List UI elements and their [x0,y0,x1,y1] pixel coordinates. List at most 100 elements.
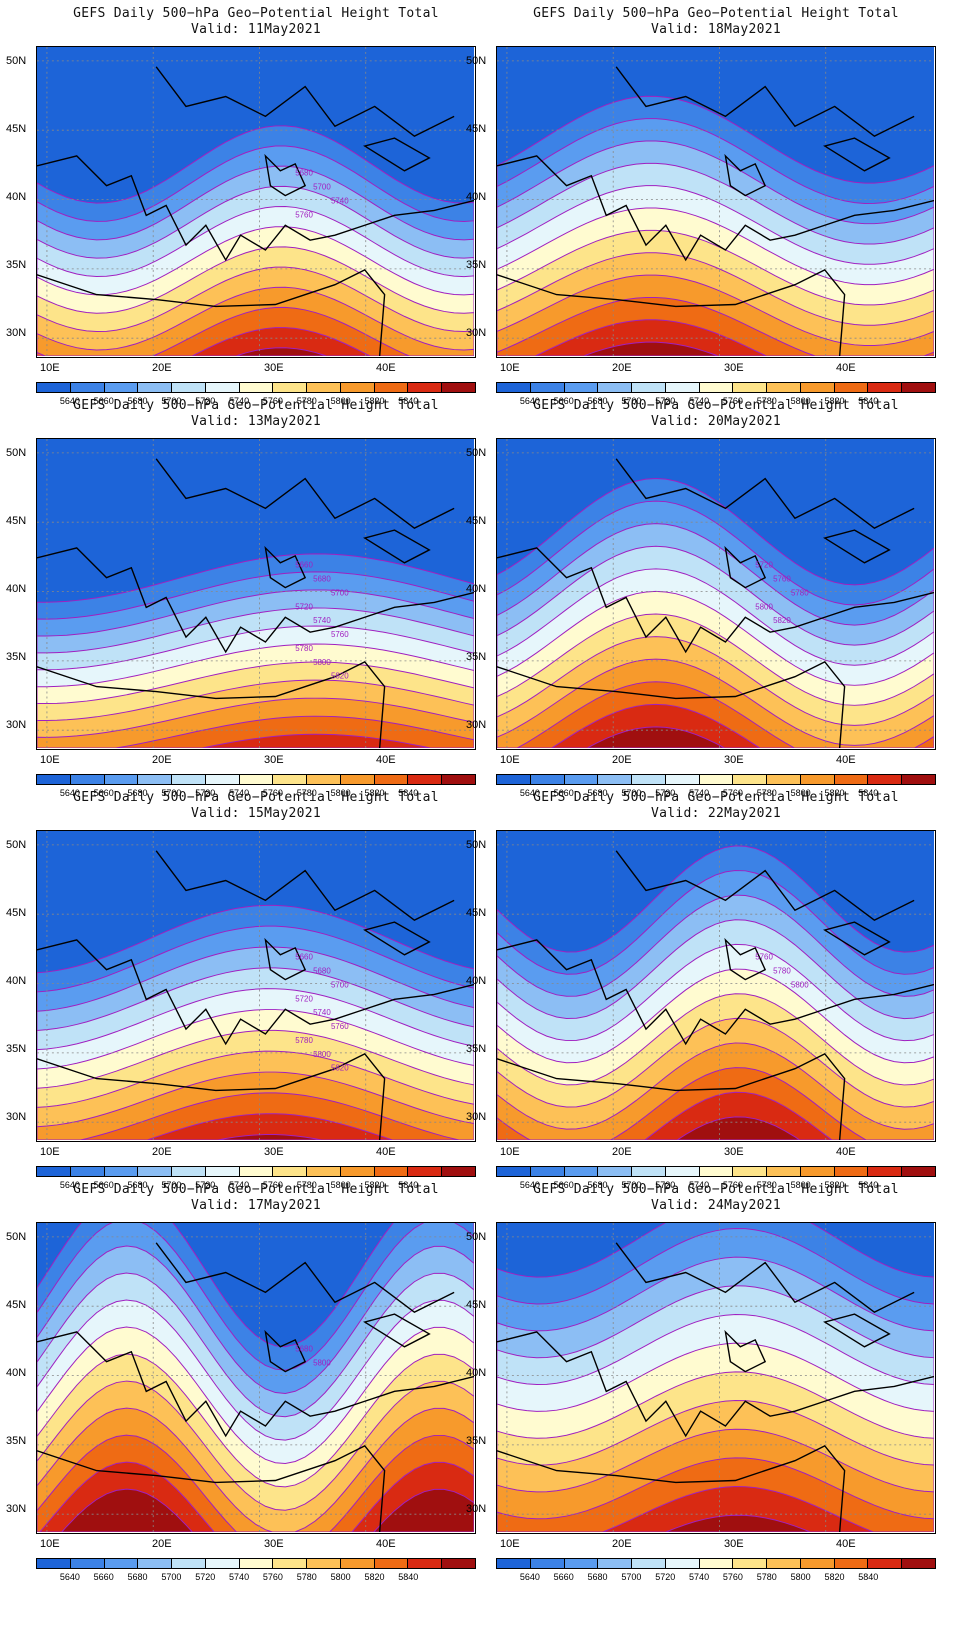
colorbar-label: 5700 [161,788,182,798]
latitude-tick-label: 30N [466,1111,487,1123]
colorbar-swatch [408,775,443,784]
panel-title: GEFS Daily 500−hPa Geo−Potential Height … [73,1182,439,1197]
colorbar-swatch [104,383,139,392]
colorbar-swatch [138,1559,173,1568]
colorbar-label: 5740 [689,1572,710,1582]
colorbar-label: 5840 [398,1572,419,1582]
colorbar-swatch [834,383,869,392]
longitude-tick-label: 10E [40,754,60,766]
colorbar-label: 5800 [790,1180,811,1190]
geopotential-map: 5720 5760 5780 5800 5820 [496,438,936,750]
contour-label: 5760 [331,1022,349,1031]
colorbar-label: 5680 [587,1180,608,1190]
colorbar-label: 5640 [59,788,80,798]
colorbar-label: 5740 [689,396,710,406]
latitude-tick-label: 40N [466,1367,487,1379]
colorbar-swatch [442,383,475,392]
contour-label: 5760 [755,953,773,962]
latitude-tick-label: 50N [6,55,27,67]
latitude-tick-label: 40N [6,1367,27,1379]
colorbar-swatch [733,775,768,784]
colorbar-swatch [307,775,341,784]
colorbar-swatch [205,383,240,392]
longitude-tick-label: 10E [500,362,520,374]
colorbar-label: 5700 [621,788,642,798]
coastline [497,1242,934,1532]
colorbar-label: 5780 [296,1180,317,1190]
colorbar-label: 5820 [824,1180,845,1190]
coastline [497,850,934,1140]
colorbar-swatch [205,1559,240,1568]
coastline [37,850,474,1140]
colorbar-swatch [902,383,935,392]
colorbar-label: 5820 [364,1180,385,1190]
colorbar-label: 5740 [689,1180,710,1190]
colorbar-label: 5640 [519,788,540,798]
longitude-tick-label: 20E [612,362,632,374]
colorbar-swatch [699,1167,734,1176]
longitude-tick-label: 40E [376,1538,396,1550]
colorbar-label: 5700 [621,1572,642,1582]
colorbar-label: 5760 [722,1180,743,1190]
contour-label: 5780 [295,644,313,653]
latitude-tick-label: 30N [6,327,27,339]
height-band [37,1134,474,1140]
latitude-tick-label: 50N [6,1231,27,1243]
colorbar-swatch [665,1167,700,1176]
colorbar-swatch [239,1559,274,1568]
map-panel: GEFS Daily 500−hPa Geo−Potential Height … [460,784,942,1194]
colorbar-swatch [564,775,599,784]
contour-label: 5720 [295,994,313,1003]
colorbar-label: 5760 [722,396,743,406]
colorbar-swatch [902,1167,935,1176]
colorbar-swatch [374,775,409,784]
colorbar-label: 5840 [858,1572,879,1582]
panel-title: GEFS Daily 500−hPa Geo−Potential Height … [533,790,899,805]
colorbar-swatch [70,1559,105,1568]
height-band [37,327,474,356]
colorbar-swatch [868,383,903,392]
longitude-tick-label: 10E [40,1538,60,1550]
colorbar-label: 5800 [790,1572,811,1582]
colorbar-swatch [868,1167,903,1176]
latitude-tick-label: 35N [6,1043,27,1055]
colorbar-swatch [37,383,71,392]
colorbar-label: 5700 [621,1180,642,1190]
longitude-tick-label: 40E [836,1538,856,1550]
panel-title: GEFS Daily 500−hPa Geo−Potential Height … [533,398,899,413]
coastline [37,66,474,356]
contour-label: 5780 [295,1036,313,1045]
contour-label: 5800 [755,602,773,611]
colorbar-label: 5840 [858,396,879,406]
colorbar-swatch [374,1559,409,1568]
map-panel: GEFS Daily 500−hPa Geo−Potential Height … [460,392,942,802]
colorbar-swatch [273,1167,308,1176]
height-band [37,1488,474,1532]
latitude-tick-label: 35N [466,1043,487,1055]
colorbar-label: 5680 [127,1572,148,1582]
contour-label: 5680 [295,169,313,178]
colorbar-label: 5660 [553,1180,574,1190]
colorbar-label: 5780 [296,788,317,798]
longitude-tick-label: 10E [500,754,520,766]
colorbar-label: 5780 [756,396,777,406]
longitude-tick-label: 30E [724,362,744,374]
colorbar-label: 5720 [655,1180,676,1190]
panel-valid-date: Valid: 17May2021 [190,1198,322,1213]
height-band [497,1091,934,1140]
colorbar-swatch [205,1167,240,1176]
colorbar-label: 5740 [689,788,710,798]
colorbar-swatch [665,1559,700,1568]
contour-label: 5760 [773,575,791,584]
colorbar-swatch [564,1559,599,1568]
latitude-tick-label: 50N [466,839,487,851]
latitude-tick-label: 40N [466,583,487,595]
panel-title: GEFS Daily 500−hPa Geo−Potential Height … [533,6,899,21]
colorbar-label: 5660 [93,1180,114,1190]
latitude-tick-label: 45N [466,907,487,919]
colorbar [496,774,936,785]
colorbar-swatch [340,775,375,784]
contour-label: 5720 [295,602,313,611]
panel-valid-date: Valid: 15May2021 [190,806,322,821]
colorbar-label: 5840 [398,788,419,798]
